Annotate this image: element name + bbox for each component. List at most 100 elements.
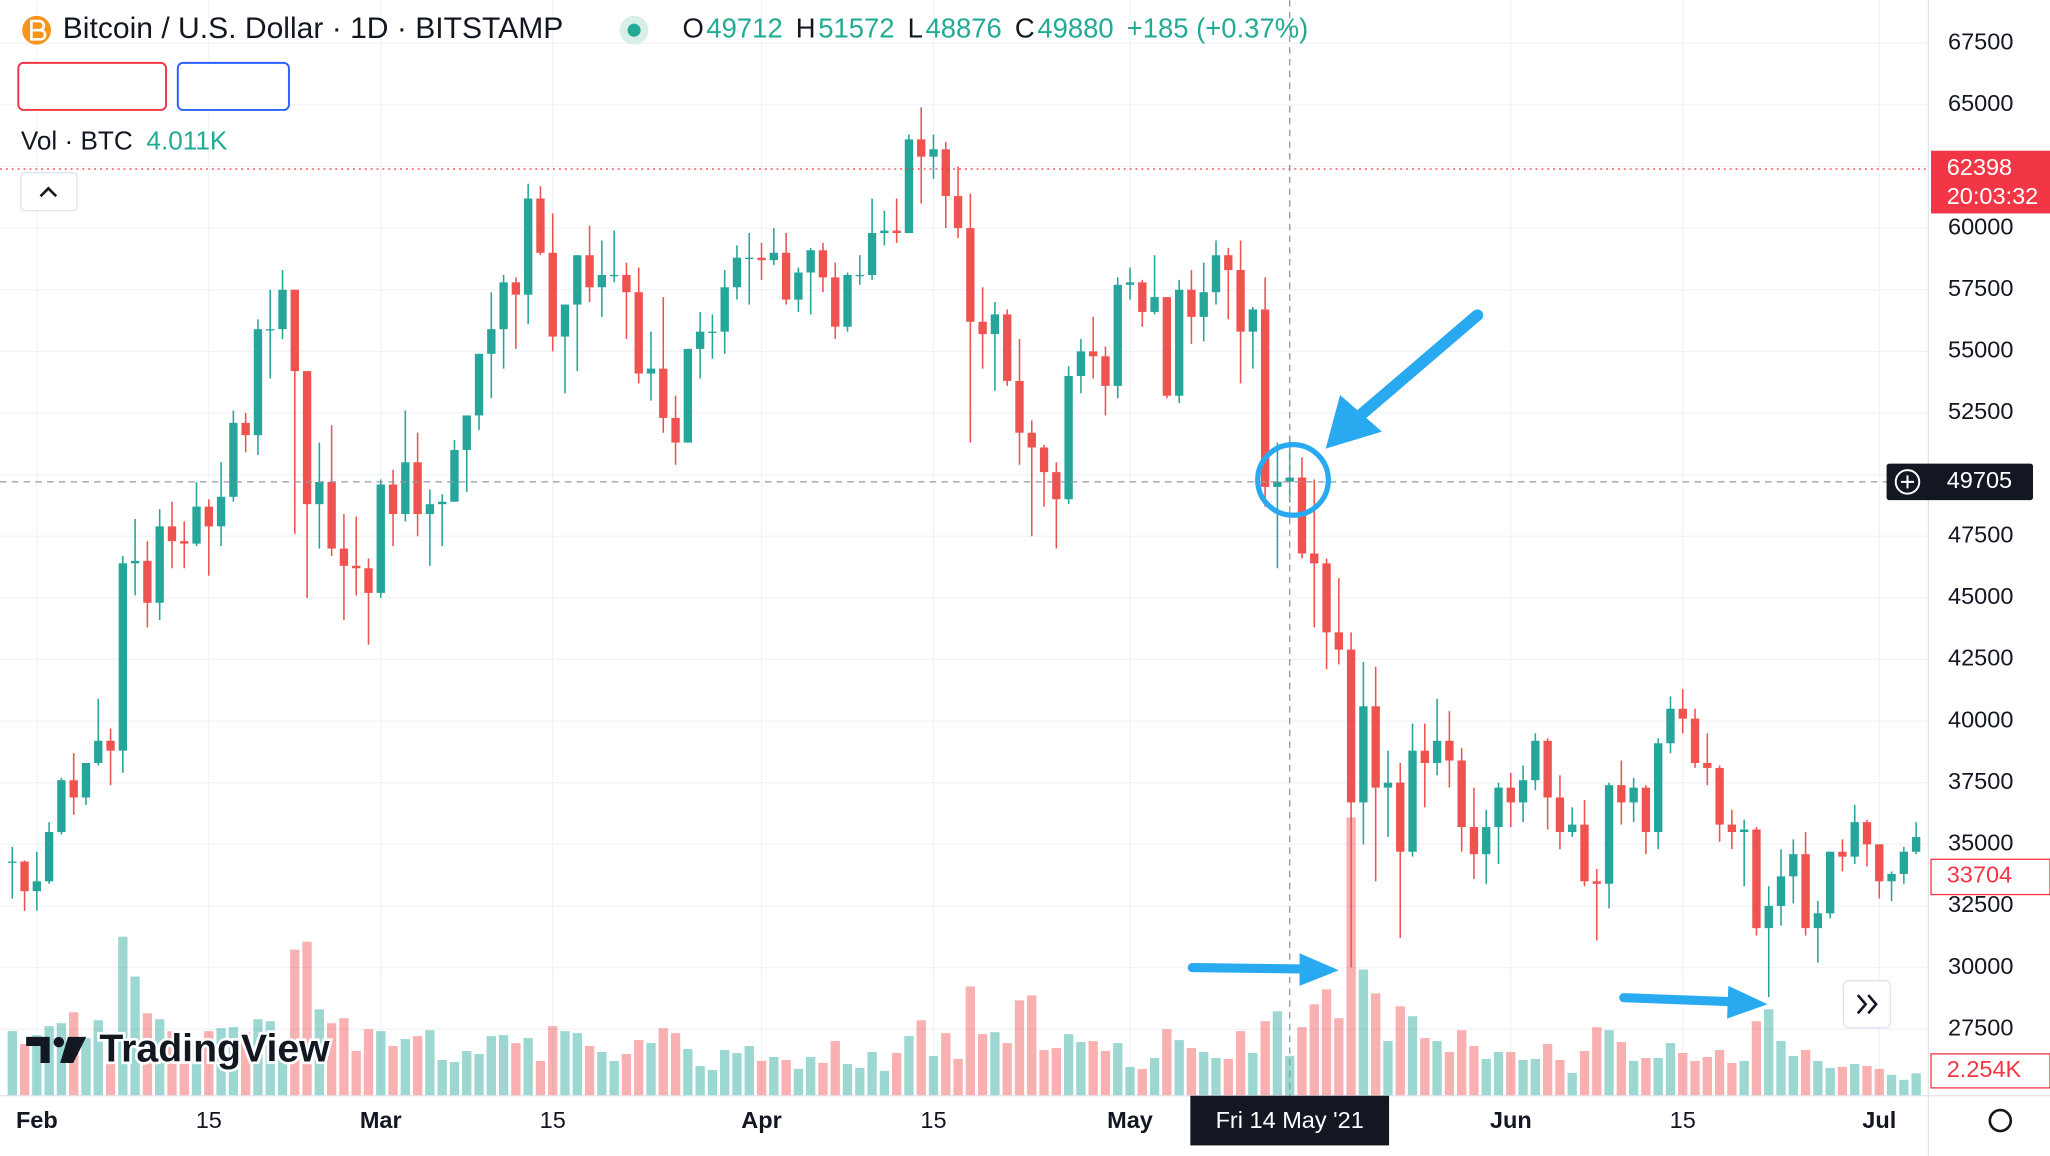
- volume-bar: [1506, 1052, 1516, 1096]
- add-icon[interactable]: [1894, 469, 1921, 495]
- volume-pane: [7, 817, 1921, 1096]
- candle-body: [438, 501, 447, 505]
- candle-body: [573, 255, 582, 305]
- volume-bar: [228, 1027, 239, 1096]
- chart-title: Bitcoin / U.S. Dollar · 1D · BITSTAMP: [63, 12, 564, 45]
- volume-bar: [204, 1031, 214, 1096]
- buy-button[interactable]: [176, 61, 290, 111]
- volume-bar: [1751, 1021, 1762, 1096]
- highlight-circle: [1255, 442, 1331, 518]
- candle-body: [499, 282, 508, 330]
- volume-bar: [167, 1031, 177, 1096]
- candle-body: [462, 415, 471, 450]
- candle-body: [634, 292, 643, 374]
- volume-bar: [363, 1029, 374, 1096]
- candle-body: [1383, 782, 1393, 788]
- candle-body: [548, 252, 557, 337]
- volume-bar: [1616, 1042, 1627, 1096]
- volume-bar: [142, 1013, 153, 1096]
- candle-body: [1494, 787, 1503, 828]
- arrow-head: [1299, 953, 1339, 986]
- x-tick-label: Mar: [360, 1107, 402, 1133]
- volume-bar: [81, 1038, 91, 1096]
- arrow-head: [1727, 985, 1768, 1019]
- candle-body: [941, 149, 950, 197]
- volume-bar: [179, 1052, 189, 1096]
- candle-body: [1531, 740, 1540, 781]
- candle-body: [1015, 380, 1024, 433]
- volume-bar: [683, 1049, 693, 1096]
- volume-bar: [793, 1068, 804, 1096]
- countdown: 20:03:32: [1947, 183, 2039, 209]
- y-tick-label: 52500: [1948, 398, 2013, 424]
- volume-bar: [941, 1033, 951, 1096]
- candle-body: [1260, 309, 1270, 487]
- volume-bar: [155, 1019, 165, 1096]
- volume-bar: [105, 1040, 116, 1096]
- volume-bar: [511, 1043, 521, 1096]
- candle-body: [1703, 762, 1712, 768]
- volume-bar: [1653, 1057, 1663, 1096]
- annotations: [1187, 309, 1768, 1019]
- candle-body: [339, 548, 349, 566]
- candle-body: [1825, 851, 1835, 914]
- volume-bar: [1444, 1052, 1455, 1096]
- candle-body: [1764, 905, 1773, 929]
- candle-body: [352, 565, 361, 569]
- y-tick-label: 37500: [1948, 768, 2013, 794]
- candle-body: [1875, 844, 1884, 882]
- scroll-icon: [1856, 994, 1878, 1015]
- y-tick-label: 30000: [1948, 953, 2013, 979]
- candle-body: [695, 331, 705, 349]
- y-tick-label: 42500: [1948, 645, 2013, 671]
- volume-bar: [1149, 1057, 1160, 1096]
- y-tick-label: 67500: [1948, 28, 2013, 54]
- volume-bar: [707, 1069, 718, 1096]
- coin-glyph: [30, 19, 47, 41]
- volume-bar: [1874, 1068, 1884, 1096]
- candle-body: [1101, 356, 1110, 386]
- candle-body: [929, 149, 938, 157]
- candle-body: [1666, 708, 1675, 744]
- candle-body: [180, 541, 189, 544]
- settings-icon[interactable]: [1988, 1108, 2013, 1133]
- sell-button[interactable]: [17, 61, 168, 111]
- volume-bar: [191, 1043, 202, 1096]
- candle-body: [1199, 292, 1208, 317]
- volume-bar: [1407, 1016, 1418, 1096]
- crosshair-price-tag: [1886, 463, 2034, 501]
- price-tag-label: 33704: [1947, 861, 2012, 887]
- volume-bar: [498, 1035, 509, 1096]
- x-tick-label: 15: [196, 1107, 222, 1133]
- y-tick-label: 27500: [1948, 1014, 2013, 1040]
- volume-bar: [806, 1056, 816, 1096]
- x-tick-label: Apr: [741, 1107, 781, 1133]
- candle-body: [278, 289, 287, 330]
- legend-key: C: [1015, 12, 1035, 43]
- candle-body: [1064, 376, 1073, 500]
- arrow-shaft: [1187, 963, 1306, 974]
- volume-bar: [425, 1030, 435, 1096]
- controls: [17, 15, 2013, 1133]
- candle-body: [523, 198, 533, 295]
- candle-body: [732, 257, 742, 288]
- volume-bar: [1395, 1006, 1405, 1096]
- candle-body: [1592, 881, 1601, 884]
- candle-body: [978, 321, 987, 335]
- candle-body: [1555, 797, 1565, 832]
- volume-bar: [339, 1018, 349, 1096]
- candle-body: [1150, 297, 1159, 312]
- volume-bar: [1702, 1056, 1712, 1096]
- candle-body: [1285, 477, 1294, 482]
- watermark: TradingView: [99, 1027, 330, 1071]
- volume-bar: [290, 949, 300, 1096]
- volume-bar: [560, 1031, 570, 1096]
- volume-bar: [584, 1046, 595, 1096]
- collapse-button[interactable]: [20, 172, 78, 212]
- candle-body: [1432, 740, 1442, 763]
- candle-body: [917, 139, 926, 157]
- x-tick-label: May: [1107, 1107, 1153, 1133]
- volume-bar: [1813, 1060, 1823, 1096]
- y-tick-label: 35000: [1948, 830, 2013, 856]
- volume-bar: [953, 1058, 963, 1096]
